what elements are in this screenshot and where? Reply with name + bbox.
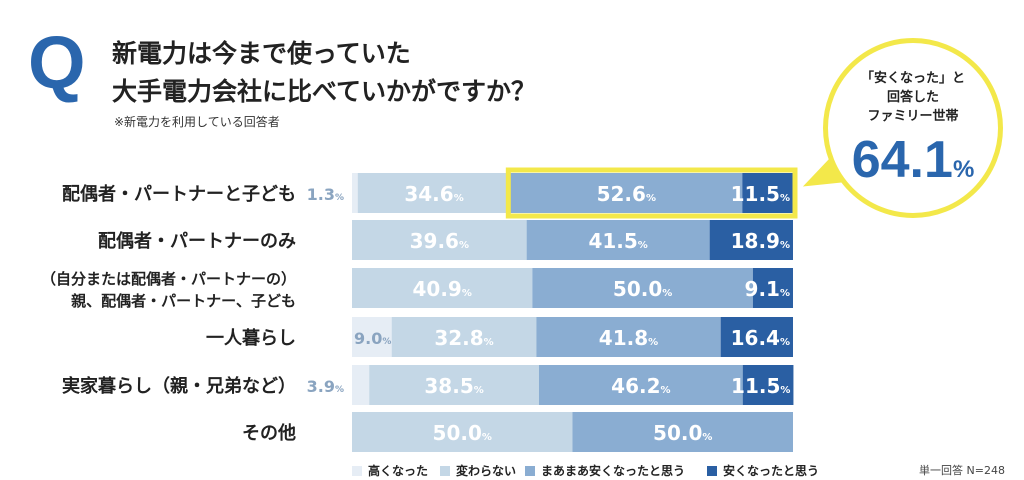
data-label: 50.0%: [433, 421, 492, 445]
bar-segment: [391, 317, 537, 357]
bar-segment: [572, 412, 793, 452]
legend-swatch: [707, 465, 717, 476]
title-line1: 新電力は今まで使っていた: [112, 39, 411, 68]
legend-item: まあまあ安くなったと思う: [525, 462, 685, 479]
highlight-box: [505, 167, 798, 219]
legend-swatch: [352, 465, 362, 476]
category-label: 実家暮らし（親・兄弟など）: [62, 375, 296, 397]
category-label: 一人暮らし: [206, 328, 296, 349]
bar-segment: [369, 365, 539, 405]
bar-segment: [742, 173, 793, 213]
data-label: 1.3%: [307, 185, 344, 204]
legend-label: 変わらない: [456, 464, 517, 478]
callout-number: 64.1: [851, 131, 953, 189]
note: ※新電力を利用している回答者: [114, 115, 280, 129]
bar-segment: [352, 173, 358, 213]
legend-item: 変わらない: [440, 462, 516, 479]
data-label: 9.0%: [354, 329, 391, 348]
q-mark: Q: [28, 21, 86, 104]
legend-item: 高くなった: [352, 462, 428, 479]
category-label: その他: [242, 422, 296, 444]
bar-segment: [742, 365, 794, 405]
legend-swatch: [440, 465, 450, 476]
data-label: 3.9%: [307, 377, 344, 396]
category-label: 配偶者・パートナーと子ども: [62, 183, 296, 205]
legend-swatch: [525, 465, 535, 476]
legend-label: まあまあ安くなったと思う: [541, 464, 686, 478]
bar-segment: [720, 317, 793, 357]
bar-segment: [536, 317, 721, 357]
bar-segment: [352, 317, 392, 357]
legend-item: 安くなったと思う: [707, 462, 819, 479]
bar-segment: [532, 268, 753, 308]
bar-segment: [709, 220, 793, 260]
category-label: 配偶者・パートナーのみ: [98, 230, 296, 252]
bar-segment: [510, 173, 743, 213]
legend-label: 高くなった: [368, 464, 429, 478]
data-label: 18.9%: [731, 229, 790, 253]
category-label: 親、配偶者・パートナー、子ども: [71, 292, 296, 310]
callout-line2: 回答した: [886, 90, 939, 105]
sample-note: 単一回答 N=248: [919, 464, 1005, 477]
bar-segment: [526, 220, 710, 260]
legend-label: 安くなったと思う: [723, 464, 820, 478]
callout-line1: 「安くなった」と: [860, 71, 965, 86]
callout-unit: %: [952, 156, 975, 183]
bar-segment: [538, 365, 743, 405]
bar-segment: [352, 365, 370, 405]
bar-segment: [752, 268, 793, 308]
callout-value: 64.1%: [828, 130, 998, 190]
bar-segment: [352, 220, 527, 260]
category-label: （自分または配偶者・パートナーの）: [41, 270, 296, 288]
title-line2: 大手電力会社に比べていかがですか？: [112, 77, 537, 106]
callout-bubble: 「安くなった」と 回答した ファミリー世帯 64.1%: [823, 38, 1003, 218]
bar-segment: [352, 412, 573, 452]
callout-line3: ファミリー世帯: [867, 109, 959, 124]
bar-segment: [357, 173, 511, 213]
bar-segment: [352, 268, 533, 308]
